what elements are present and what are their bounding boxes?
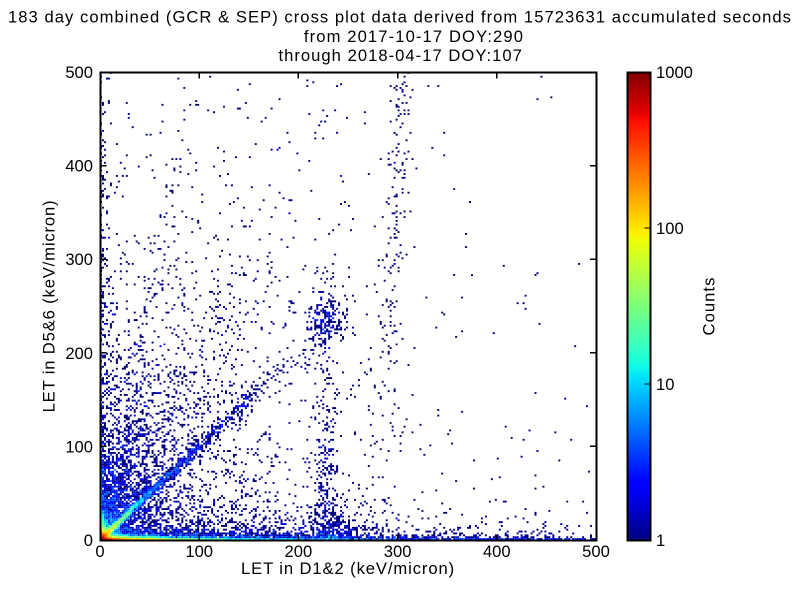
svg-text:300: 300 <box>384 542 412 561</box>
svg-text:100: 100 <box>65 437 93 456</box>
svg-text:LET in D5&6 (keV/micron): LET in D5&6 (keV/micron) <box>39 200 58 413</box>
svg-text:200: 200 <box>285 542 313 561</box>
svg-text:1: 1 <box>656 531 665 550</box>
svg-text:400: 400 <box>65 157 93 176</box>
svg-text:through 2018-04-17 DOY:107: through 2018-04-17 DOY:107 <box>278 46 523 65</box>
svg-text:Counts: Counts <box>699 277 718 336</box>
svg-text:from 2017-10-17 DOY:290: from 2017-10-17 DOY:290 <box>304 27 524 46</box>
svg-text:500: 500 <box>582 542 610 561</box>
svg-text:183 day combined (GCR & SEP) c: 183 day combined (GCR & SEP) cross plot … <box>8 8 792 27</box>
svg-text:0: 0 <box>84 531 93 550</box>
svg-text:1000: 1000 <box>656 63 693 82</box>
svg-text:100: 100 <box>656 219 684 238</box>
svg-text:LET in D1&2 (keV/micron): LET in D1&2 (keV/micron) <box>241 559 455 578</box>
svg-text:0: 0 <box>95 542 104 561</box>
svg-text:500: 500 <box>65 63 93 82</box>
svg-text:300: 300 <box>65 250 93 269</box>
svg-text:100: 100 <box>185 542 213 561</box>
svg-text:400: 400 <box>483 542 511 561</box>
svg-text:10: 10 <box>656 375 674 394</box>
svg-text:200: 200 <box>65 344 93 363</box>
